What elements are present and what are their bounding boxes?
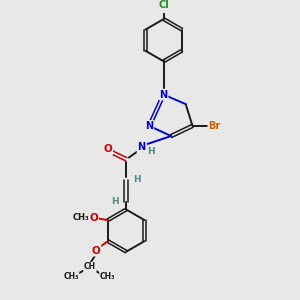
Text: H: H: [147, 147, 155, 156]
Text: N: N: [160, 90, 168, 100]
Text: N: N: [137, 142, 146, 152]
Text: O: O: [92, 246, 100, 256]
Text: O: O: [103, 144, 112, 154]
Text: H: H: [133, 175, 141, 184]
Text: CH: CH: [84, 262, 96, 272]
Text: Cl: Cl: [158, 0, 169, 10]
Text: H: H: [112, 197, 119, 206]
Text: CH₃: CH₃: [100, 272, 116, 281]
Text: CH₃: CH₃: [63, 272, 79, 281]
Text: CH₃: CH₃: [72, 213, 89, 222]
Text: N: N: [145, 121, 153, 131]
Text: Br: Br: [208, 121, 221, 131]
Text: O: O: [89, 213, 98, 224]
